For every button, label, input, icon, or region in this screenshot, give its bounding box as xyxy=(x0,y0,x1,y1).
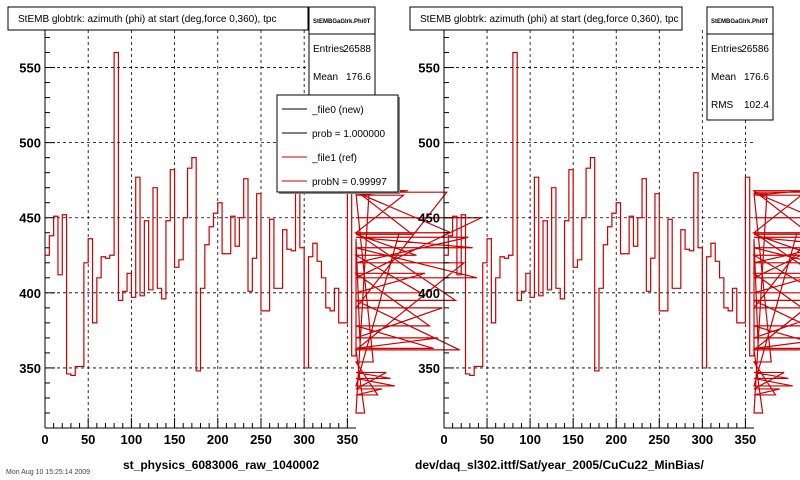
y-tick-label: 350 xyxy=(418,361,440,376)
y-tick-label: 450 xyxy=(19,211,41,226)
stats-rms-value: 102.4 xyxy=(744,100,769,111)
x-tick-label: 0 xyxy=(41,432,48,447)
y-tick-label: 400 xyxy=(19,286,41,301)
run-caption: dev/daq_sl302.ittf/Sat/year_2005/CuCu22_… xyxy=(415,458,704,472)
y-tick-label: 500 xyxy=(418,136,440,151)
x-tick-label: 150 xyxy=(562,432,584,447)
series-line-ref xyxy=(45,51,482,414)
x-tick-label: 100 xyxy=(121,432,143,447)
legend-label-probn: probN = 0.99997 xyxy=(312,177,387,188)
x-tick-label: 350 xyxy=(337,432,359,447)
stats-mean-value: 176.6 xyxy=(744,72,769,83)
stats-box-frame xyxy=(308,6,376,96)
stats-mean-label: Mean xyxy=(711,72,736,83)
y-tick-label: 550 xyxy=(19,61,41,76)
panel-left: StEMB globtrk: azimuth (phi) at start (d… xyxy=(7,6,482,472)
x-tick-label: 300 xyxy=(691,432,713,447)
y-tick-label: 550 xyxy=(418,61,440,76)
stats-name: StEMBGaGlrk.Phi0T xyxy=(711,19,769,25)
plot-area: 0 50 100 150 200 250 300 350 350 400 450 500 550 xyxy=(19,30,482,447)
y-tick-label: 400 xyxy=(418,286,440,301)
legend-label-prob: prob = 1.000000 xyxy=(312,129,386,140)
x-tick-label: 300 xyxy=(293,432,315,447)
legend: _file0 (new) prob = 1.000000 _file1 (ref… xyxy=(276,94,400,194)
stats-box-frame xyxy=(706,6,774,121)
stats-entries-label: Entries xyxy=(313,44,344,55)
y-tick-label: 500 xyxy=(19,136,41,151)
legend-frame xyxy=(276,94,399,193)
series-line-ref xyxy=(444,51,800,414)
x-tick-label: 50 xyxy=(81,432,95,447)
panel-right: StEMB globtrk: azimuth (phi) at start (d… xyxy=(409,6,800,472)
x-tick-label: 100 xyxy=(519,432,541,447)
x-tick-label: 350 xyxy=(735,432,757,447)
x-tick-label: 250 xyxy=(648,432,670,447)
stats-mean-value: 176.6 xyxy=(346,72,371,83)
ticks: 0 50 100 150 200 250 300 350 350 400 450 500 550 xyxy=(418,37,757,447)
legend-label-file1: _file1 (ref) xyxy=(311,153,357,164)
x-tick-label: 200 xyxy=(207,432,229,447)
run-caption: st_physics_6083006_raw_1040002 xyxy=(123,458,319,472)
stats-box: StEMBGaGlrk.Phi0T Entries 26586 Mean 176… xyxy=(706,6,774,121)
x-tick-label: 150 xyxy=(164,432,186,447)
stats-name: StEMBGaGlrk.Phi0T xyxy=(313,19,371,25)
x-tick-label: 50 xyxy=(480,432,494,447)
stats-box: StEMBGaGlrk.Phi0T Entries 26588 Mean 176… xyxy=(308,6,376,96)
ticks: 0 50 100 150 200 250 300 350 350 400 450 500 550 xyxy=(19,37,359,447)
legend-label-file0: _file0 (new) xyxy=(311,105,364,116)
chart-title: StEMB globtrk: azimuth (phi) at start (d… xyxy=(18,14,276,25)
y-tick-label: 450 xyxy=(418,211,440,226)
y-tick-label: 350 xyxy=(19,361,41,376)
stats-entries-value: 26586 xyxy=(741,44,769,55)
title-box xyxy=(409,6,683,31)
stats-entries-value: 26588 xyxy=(343,44,371,55)
stats-rms-label: RMS xyxy=(711,100,734,111)
title-box xyxy=(7,6,309,31)
x-tick-label: 0 xyxy=(440,432,447,447)
plot-area: 0 50 100 150 200 250 300 350 350 400 450 500 550 xyxy=(418,30,800,447)
timestamp-text: Mon Aug 10 15:25:14 2009 xyxy=(6,469,90,476)
stats-mean-label: Mean xyxy=(313,72,338,83)
stats-entries-label: Entries xyxy=(711,44,742,55)
x-tick-label: 200 xyxy=(605,432,627,447)
x-tick-label: 250 xyxy=(250,432,272,447)
chart-title: StEMB globtrk: azimuth (phi) at start (d… xyxy=(420,14,678,25)
